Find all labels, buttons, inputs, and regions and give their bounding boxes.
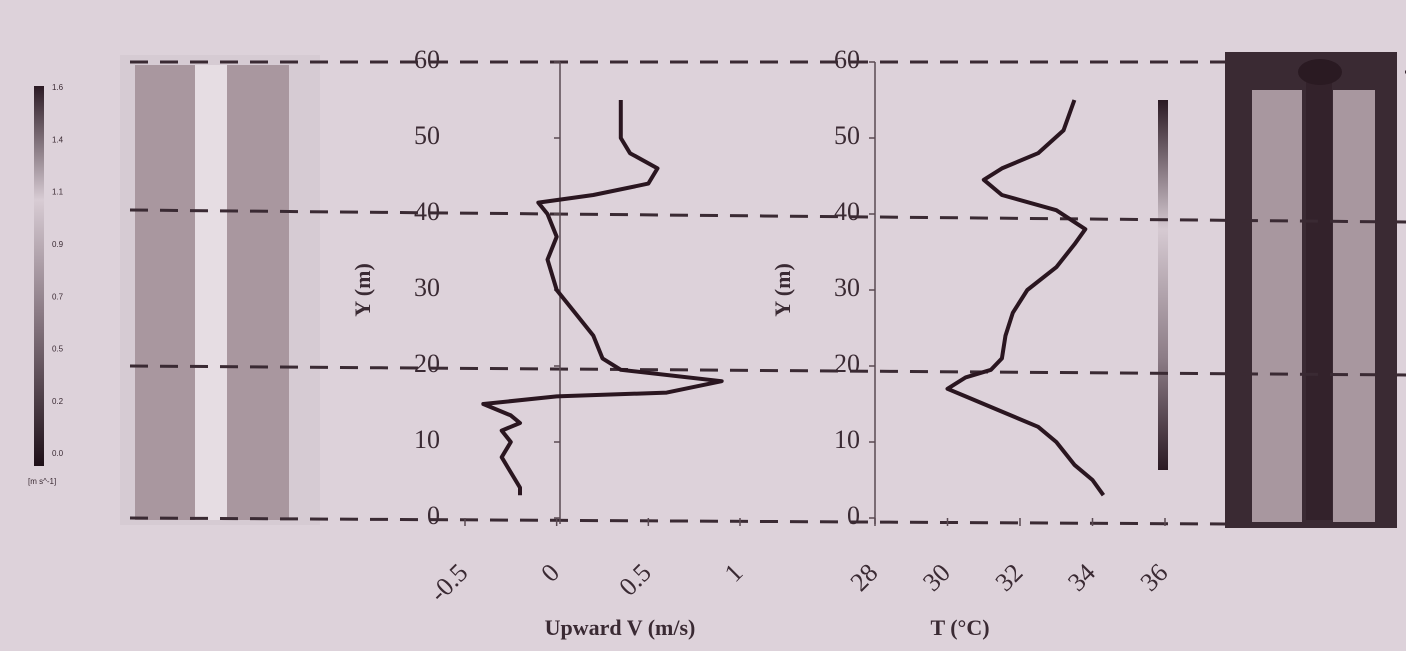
colorbar-label: 0.7 [52, 292, 64, 301]
y-tick-label: 30 [834, 273, 860, 302]
y-tick-label: 60 [834, 45, 860, 74]
colorbar-unit: [m s^-1] [28, 477, 56, 486]
profile-line [948, 100, 1104, 495]
profile-line [483, 100, 721, 495]
x-tick-label: 30 [917, 558, 956, 597]
colorbar-label: 1.1 [52, 188, 64, 197]
figure: 1.61.41.10.90.70.50.20.0[m s^-1]01020304… [0, 0, 1406, 651]
y-tick-label: 30 [414, 273, 440, 302]
y-tick-label: 60 [414, 45, 440, 74]
y-tick-label: 10 [834, 425, 860, 454]
left-contour [34, 55, 320, 525]
y-tick-label: 0 [427, 501, 440, 530]
y-tick-label: 10 [414, 425, 440, 454]
x-tick-label: 28 [845, 558, 884, 597]
y-tick-label: 50 [414, 121, 440, 150]
x-tick-label: 34 [1062, 558, 1101, 597]
x-axis-label: T (°C) [930, 615, 989, 640]
x-tick-label: 0.5 [613, 558, 656, 601]
x-tick-label: 32 [990, 558, 1029, 597]
colorbar-label: 0.2 [52, 397, 64, 406]
colorbar-label: 1.4 [52, 135, 64, 144]
y-tick-label: 0 [847, 501, 860, 530]
colorbar-label: 0.9 [52, 240, 64, 249]
y-tick-label: 50 [834, 121, 860, 150]
colorbar-label: 0.5 [52, 345, 64, 354]
colorbar-label: 1.6 [52, 83, 64, 92]
x-tick-label: 36 [1135, 558, 1174, 597]
y-axis-label: Y (m) [350, 263, 375, 317]
y-tick-label: 20 [414, 349, 440, 378]
x-tick-label: 0 [535, 558, 565, 588]
x-tick-label: -0.5 [424, 558, 474, 608]
y-tick-label: 20 [834, 349, 860, 378]
y-tick-label: 40 [414, 197, 440, 226]
x-tick-label: 1 [719, 558, 749, 588]
reference-lines [130, 62, 1406, 524]
x-axis-label: Upward V (m/s) [545, 615, 696, 640]
y-axis-label: Y (m) [770, 263, 795, 317]
colorbar-label: 0.0 [52, 449, 64, 458]
y-tick-label: 40 [834, 197, 860, 226]
right-contour [1158, 52, 1397, 528]
